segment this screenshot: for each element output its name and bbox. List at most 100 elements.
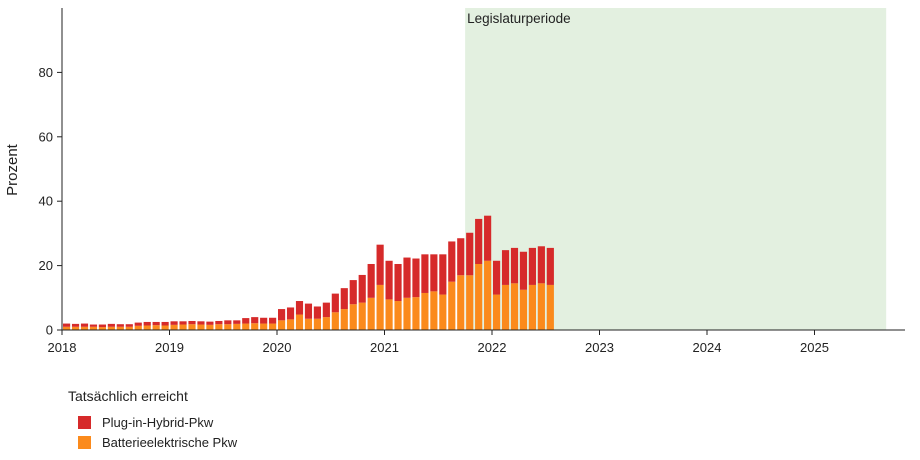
bars-layer	[63, 215, 554, 330]
bar-phev-2018-04	[89, 324, 98, 327]
bar-phev-2019-07	[224, 320, 232, 325]
legend-label-plug-in-hybrid: Plug-in-Hybrid-Pkw	[102, 414, 214, 430]
bar-bev-2019-04	[197, 324, 205, 330]
bar-phev-2020-11	[367, 263, 375, 298]
bar-bev-2020-06	[322, 317, 330, 330]
bar-bev-2022-03	[510, 283, 519, 330]
bar-phev-2018-02	[71, 323, 80, 327]
bar-phev-2020-05	[313, 306, 321, 319]
bar-bev-2018-03	[80, 326, 89, 330]
bar-phev-2021-04	[412, 258, 420, 298]
x-tick-label-2020: 2020	[263, 340, 292, 355]
bar-bev-2018-02	[71, 326, 80, 330]
bar-bev-2022-05	[528, 284, 536, 330]
bar-bev-2020-08	[340, 309, 348, 330]
bar-phev-2019-10	[251, 317, 259, 324]
bar-bev-2022-06	[537, 283, 545, 330]
bar-bev-2020-11	[367, 297, 375, 330]
bar-bev-2021-08	[448, 281, 456, 330]
legend-item-batterieelektrisch: Batterieelektrische Pkw	[78, 432, 237, 452]
region-layer: Legislaturperiode	[465, 8, 887, 330]
bar-phev-2019-09	[242, 318, 250, 324]
bar-bev-2022-04	[519, 289, 528, 330]
legend-swatch-batterieelektrisch	[78, 435, 91, 449]
bar-bev-2021-04	[412, 297, 420, 330]
bar-bev-2020-12	[376, 284, 384, 330]
legislature-period-region	[465, 8, 887, 330]
bar-bev-2018-11	[152, 325, 160, 330]
legend-title: Tatsächlich erreicht	[68, 388, 188, 404]
bar-bev-2018-04	[89, 326, 98, 330]
bar-bev-2022-07	[546, 284, 554, 330]
bar-phev-2022-03	[510, 247, 519, 284]
bar-phev-2018-11	[152, 321, 160, 326]
bar-bev-2021-06	[430, 291, 438, 330]
y-axis-label: Prozent	[4, 143, 21, 196]
bar-bev-2019-08	[233, 323, 241, 330]
legislature-period-label: Legislaturperiode	[467, 11, 571, 26]
y-tick-label-20: 20	[39, 258, 53, 273]
bar-bev-2019-07	[224, 324, 232, 330]
bar-bev-2020-05	[313, 318, 321, 330]
bar-phev-2020-01	[278, 309, 286, 321]
legend: Tatsächlich erreicht Plug-in-Hybrid-Pkw …	[68, 388, 237, 452]
bar-bev-2018-01	[63, 326, 71, 330]
bar-bev-2019-10	[251, 323, 259, 330]
bar-phev-2021-02	[394, 263, 402, 302]
bar-phev-2018-10	[143, 321, 151, 326]
bar-phev-2021-12	[484, 215, 492, 261]
bar-bev-2021-10	[466, 275, 474, 330]
bar-bev-2018-08	[125, 326, 133, 330]
bar-phev-2019-03	[188, 320, 196, 325]
bar-bev-2021-02	[394, 301, 402, 330]
bar-bev-2019-05	[206, 324, 214, 330]
x-tick-label-2023: 2023	[585, 340, 614, 355]
bar-phev-2018-01	[63, 323, 71, 327]
legend-item-plug-in-hybrid: Plug-in-Hybrid-Pkw	[78, 412, 237, 432]
x-tick-label-2019: 2019	[155, 340, 184, 355]
bar-phev-2020-12	[376, 244, 384, 285]
x-tick-label-2022: 2022	[478, 340, 507, 355]
x-tick-label-2021: 2021	[370, 340, 399, 355]
bar-bev-2020-09	[349, 304, 357, 330]
y-tick-label-80: 80	[39, 65, 53, 80]
bar-phev-2020-09	[349, 280, 357, 305]
bar-phev-2020-04	[304, 303, 313, 319]
bar-phev-2021-05	[421, 254, 429, 293]
bar-bev-2022-02	[501, 284, 510, 330]
bar-phev-2020-03	[295, 301, 304, 315]
y-tick-label-0: 0	[46, 323, 53, 338]
x-tick-label-2025: 2025	[800, 340, 829, 355]
bar-phev-2018-09	[134, 322, 142, 326]
bar-phev-2022-07	[546, 247, 554, 285]
bar-bev-2021-07	[439, 294, 447, 330]
axes-layer: 0 20 40 60 80 2018 2019 2020 2021 2022 2023 2024 202…	[39, 8, 905, 355]
bar-bev-2018-05	[98, 327, 106, 330]
stacked-bar-chart: Legislaturperiode 0 20 40 60 80 2018 2019 2020 2…	[4, 8, 905, 355]
bar-bev-2019-12	[269, 323, 277, 330]
bar-phev-2021-10	[466, 232, 474, 276]
bar-phev-2018-03	[80, 323, 89, 327]
x-tick-label-2024: 2024	[693, 340, 722, 355]
bar-phev-2019-02	[179, 321, 187, 325]
bar-bev-2021-11	[475, 263, 483, 330]
bar-bev-2021-09	[457, 275, 465, 330]
bar-phev-2021-07	[439, 254, 447, 295]
bar-bev-2020-03	[295, 314, 304, 330]
bar-phev-2019-06	[215, 320, 223, 325]
bar-bev-2021-01	[385, 299, 393, 330]
bar-bev-2022-01	[493, 294, 501, 330]
bar-bev-2018-10	[143, 325, 151, 330]
y-tick-label-40: 40	[39, 194, 53, 209]
bar-bev-2019-11	[260, 323, 268, 330]
bar-bev-2021-05	[421, 292, 429, 330]
bar-bev-2020-10	[358, 302, 366, 330]
bar-bev-2021-12	[484, 260, 492, 330]
bar-phev-2019-04	[197, 321, 205, 325]
bar-bev-2019-03	[188, 324, 196, 330]
bar-phev-2021-01	[385, 260, 393, 300]
x-tick-label-2018: 2018	[48, 340, 77, 355]
bar-bev-2019-02	[179, 324, 187, 330]
bar-phev-2020-02	[286, 307, 295, 320]
bar-phev-2018-05	[98, 324, 106, 328]
